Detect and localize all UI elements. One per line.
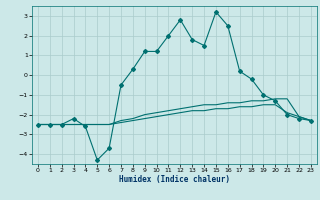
X-axis label: Humidex (Indice chaleur): Humidex (Indice chaleur) [119, 175, 230, 184]
